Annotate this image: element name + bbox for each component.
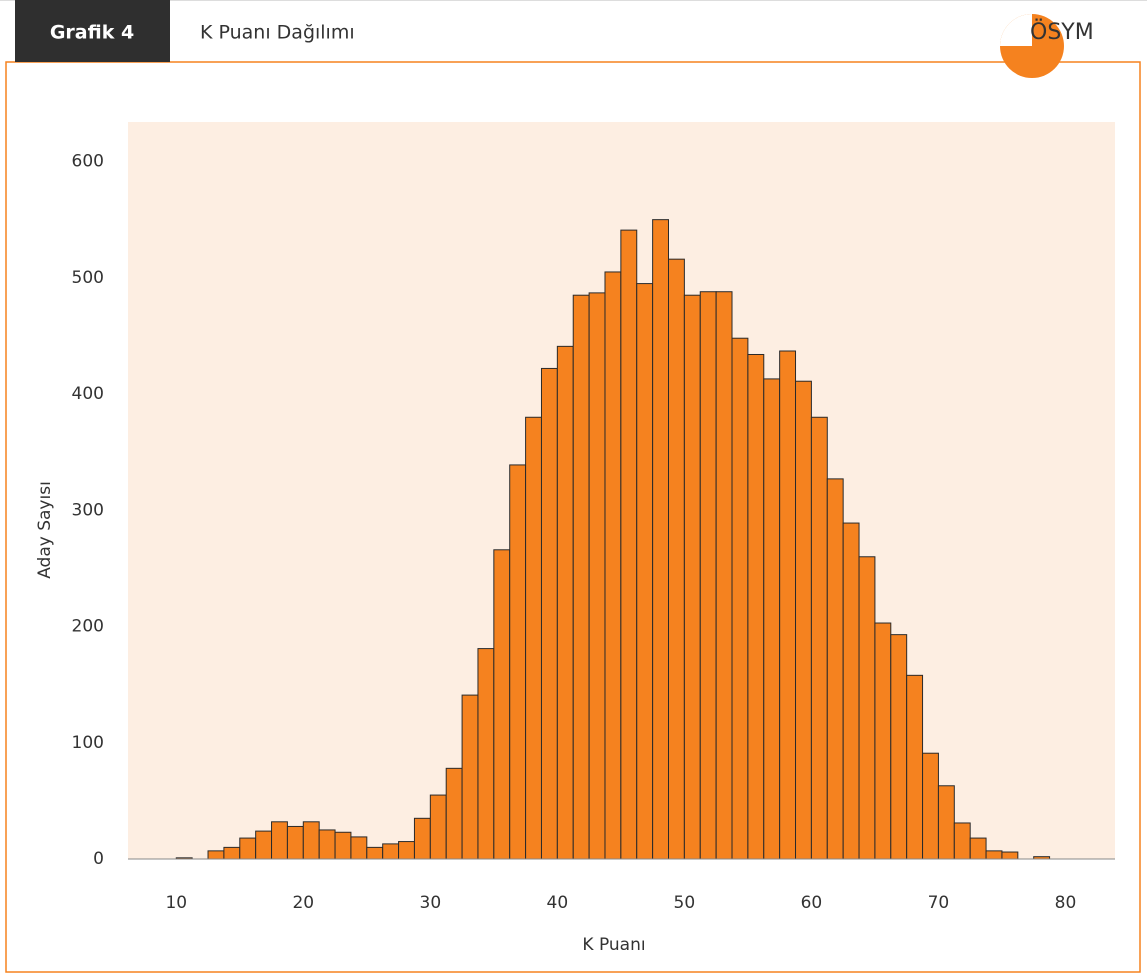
bar <box>398 841 415 860</box>
bar <box>922 752 939 860</box>
bar <box>668 258 685 860</box>
tag: Grafik 4 <box>50 22 134 44</box>
bar <box>890 634 908 860</box>
y-tick-label: 100 <box>72 733 104 753</box>
bar <box>556 345 574 860</box>
bar <box>461 694 479 860</box>
bar <box>302 821 320 860</box>
bar <box>429 794 447 860</box>
bar <box>318 829 336 860</box>
bar <box>906 674 924 860</box>
bar <box>207 850 225 860</box>
bar <box>636 283 654 860</box>
bar <box>795 380 812 860</box>
bar <box>286 825 304 860</box>
bar <box>985 850 1003 860</box>
bar <box>350 836 368 860</box>
y-tick-label: 600 <box>72 152 104 172</box>
bar <box>540 367 558 860</box>
bar <box>239 837 257 860</box>
bar <box>683 294 701 860</box>
x-tick-label: 60 <box>801 893 823 913</box>
y-tick-label: 500 <box>72 268 104 288</box>
y-axis-label: Aday Sayısı <box>35 481 55 579</box>
bar <box>477 648 495 860</box>
bar <box>493 549 511 860</box>
bar <box>937 785 955 860</box>
x-axis-label: K Puanı <box>582 935 645 955</box>
page-title: K Puanı Dağılımı <box>200 22 355 44</box>
x-tick-label: 80 <box>1055 893 1077 913</box>
y-tick-label: 200 <box>72 617 104 637</box>
bar <box>366 846 384 860</box>
x-tick-label: 70 <box>928 893 950 913</box>
bar <box>826 478 844 860</box>
bar <box>699 291 717 860</box>
plot: 0 100 200 300 400 500 600 10 20 30 40 50 60 70 80 <box>72 122 1115 913</box>
logo-cut <box>1000 14 1032 46</box>
bar <box>874 622 892 860</box>
bar <box>255 830 273 860</box>
bar <box>525 416 542 860</box>
bar <box>810 416 828 860</box>
bar <box>842 522 860 860</box>
bar <box>413 817 431 860</box>
bar <box>223 846 241 860</box>
bar <box>858 556 876 860</box>
bar <box>271 821 288 860</box>
x-tick-label: 30 <box>420 893 442 913</box>
bar <box>588 292 606 860</box>
tag-box <box>15 0 170 62</box>
x-tick-label: 10 <box>165 893 187 913</box>
bar <box>747 353 765 860</box>
y-tick-label: 400 <box>72 384 104 404</box>
bar <box>604 271 622 860</box>
bar <box>969 837 987 860</box>
bar <box>382 843 400 860</box>
x-tick-label: 20 <box>292 893 314 913</box>
y-tick-label: 0 <box>93 849 104 869</box>
y-tick-label: 300 <box>72 500 104 520</box>
bar <box>953 822 971 860</box>
bar <box>652 219 670 860</box>
bar <box>715 291 733 860</box>
bar <box>779 350 797 860</box>
bar <box>509 464 527 860</box>
x-tick-label: 50 <box>674 893 696 913</box>
logo-text: ÖSYM <box>1030 19 1094 45</box>
bar <box>445 767 463 860</box>
bar <box>334 831 352 860</box>
bar <box>620 229 638 860</box>
bar <box>572 294 590 860</box>
bar <box>763 378 781 860</box>
bar <box>1001 851 1019 860</box>
bar <box>731 337 749 860</box>
x-tick-label: 40 <box>547 893 569 913</box>
